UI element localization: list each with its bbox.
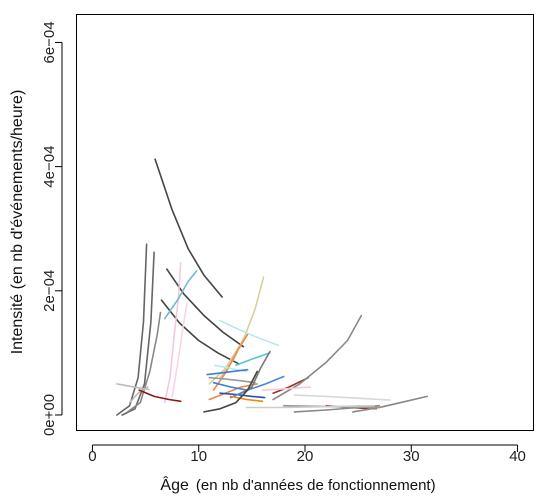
series-line-1: [154, 158, 223, 298]
series-line-35: [245, 404, 375, 409]
series-line-22: [219, 392, 266, 399]
series-line-2: [166, 268, 245, 348]
series-line-15: [212, 333, 249, 391]
series-line-12: [138, 389, 182, 403]
x-tick-label: 10: [190, 448, 207, 465]
x-axis-title-main: Âge: [160, 475, 189, 494]
series-line-23: [229, 375, 285, 399]
series-line-36: [293, 394, 391, 401]
y-tick-label: 2e−04: [41, 270, 58, 312]
series-line-19: [235, 352, 271, 367]
series-line-21: [212, 381, 249, 391]
series-line-10: [116, 383, 150, 391]
x-tick-label: 40: [509, 448, 526, 465]
x-axis-title: Âge (en nb d'années de fonctionnement): [160, 475, 435, 494]
series-line-5: [121, 251, 155, 416]
x-axis: 0 10 20 30 40: [88, 444, 526, 465]
y-axis-title: Intensité (en nb d'événements/heure): [9, 90, 26, 355]
y-tick-label: 4e−04: [41, 146, 58, 188]
series-line-17: [219, 319, 280, 347]
series-line-37: [261, 386, 312, 391]
series-line-33: [351, 395, 429, 413]
y-axis: 0e+00 2e−04 4e−04 6e−04: [41, 21, 63, 436]
x-tick-label: 0: [88, 448, 96, 465]
series-line-26: [229, 395, 264, 403]
y-tick-label: 0e+00: [41, 394, 58, 436]
series-line-20: [206, 368, 249, 376]
plot-frame: [76, 14, 534, 431]
series-line-3: [160, 299, 240, 365]
x-tick-label: 20: [297, 448, 314, 465]
series-line-27: [272, 376, 310, 395]
series-layer: [116, 158, 429, 416]
series-line-9: [163, 270, 198, 320]
series-line-4: [116, 243, 148, 416]
x-tick-label: 30: [403, 448, 420, 465]
series-line-31: [272, 314, 363, 401]
series-line-11: [128, 386, 149, 404]
x-axis-title-detail: (en nb d'années de fonctionnement): [196, 477, 436, 494]
series-line-30: [203, 370, 259, 413]
series-line-6: [126, 311, 162, 413]
y-tick-label: 6e−04: [41, 21, 58, 63]
series-line-7: [163, 262, 182, 404]
series-line-8: [171, 302, 188, 398]
series-line-24: [208, 376, 256, 384]
